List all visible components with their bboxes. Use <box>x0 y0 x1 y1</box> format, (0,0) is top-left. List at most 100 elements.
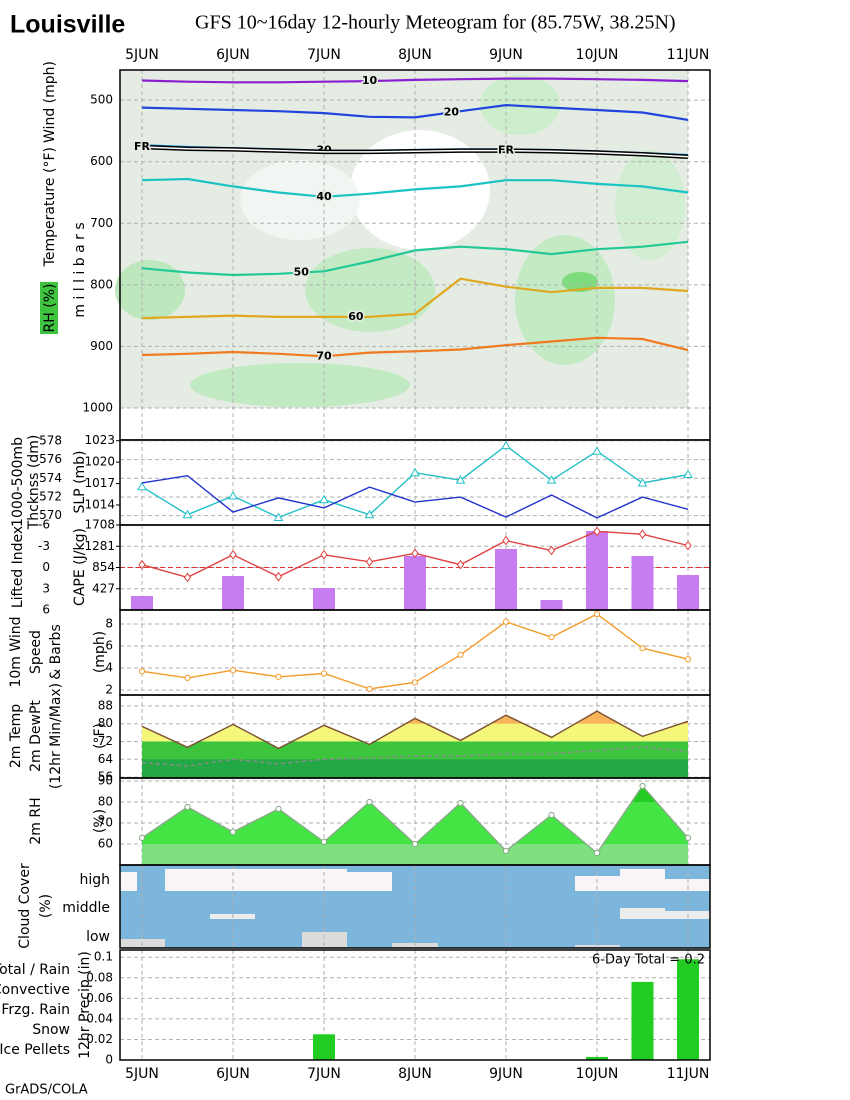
marker <box>366 798 373 806</box>
bar <box>313 588 335 610</box>
marker <box>275 673 282 680</box>
y-tick-label: 576 <box>39 452 62 466</box>
marker <box>411 548 419 559</box>
bar <box>404 556 426 610</box>
marker <box>638 529 647 540</box>
bar <box>677 575 699 610</box>
contour-label: FR <box>498 144 515 157</box>
line <box>141 474 689 519</box>
y-tick-label: 500 <box>90 93 113 107</box>
x-tick-label-bottom: 8JUN <box>398 1066 432 1082</box>
y-tick-label: 0 <box>105 1053 113 1067</box>
axis-label: (°F) <box>92 723 108 749</box>
axis-label: Thcknss (dm) <box>26 435 42 531</box>
marker <box>184 674 191 682</box>
marker <box>229 667 237 674</box>
marker <box>593 526 601 537</box>
y-tick-label: 64 <box>98 752 113 766</box>
line <box>141 240 689 277</box>
y-tick-label: 800 <box>90 277 113 291</box>
row-label: middle <box>62 900 110 916</box>
panel: 60 70 80 90 2m RH (%) <box>28 773 711 866</box>
axis-label: & Barbs <box>48 624 64 680</box>
x-tick-label-bottom: 7JUN <box>307 1066 341 1082</box>
panel: Cloud Cover (%) high middle low <box>17 863 711 949</box>
axis-label: (°F) <box>42 147 58 173</box>
marker <box>684 834 692 841</box>
y2-tick-label: 854 <box>92 560 115 574</box>
y-tick-label: 6 <box>105 639 113 653</box>
x-tick-label-top: 9JUN <box>489 47 523 63</box>
marker <box>501 440 511 450</box>
y2-tick-label: 1020 <box>84 455 115 469</box>
x-tick-label-bottom: 6JUN <box>216 1066 250 1082</box>
bar <box>631 981 654 1060</box>
marker <box>364 509 375 519</box>
marker <box>639 782 646 790</box>
y-tick-label: 3 <box>42 581 50 595</box>
y-tick-label: 90 <box>98 773 113 787</box>
y-tick-label: 8 <box>105 616 113 630</box>
marker <box>410 467 420 477</box>
axis-label: 10m Wind <box>8 616 24 687</box>
axis-label: Wind (mph) <box>42 61 58 143</box>
marker <box>274 571 283 582</box>
marker <box>502 847 510 855</box>
axis-label: RH (%) <box>42 284 58 333</box>
annotation: 6-Day Total = 0.2 <box>592 953 705 968</box>
y-tick-label: 60 <box>98 836 113 850</box>
marker <box>502 618 510 625</box>
bar <box>131 596 153 610</box>
axis-label: Cloud Cover <box>17 863 33 949</box>
axis-label: 2m DewPt <box>28 700 44 772</box>
bar <box>586 1056 608 1060</box>
axis-label: SLP (mb) <box>72 450 88 513</box>
marker <box>229 828 237 836</box>
marker <box>684 656 692 663</box>
marker <box>457 651 464 658</box>
contour-label: 20 <box>444 105 460 118</box>
y2-tick-label: 427 <box>92 581 115 595</box>
y-tick-label: 0.06 <box>86 991 113 1005</box>
x-tick-label-top: 8JUN <box>398 47 432 63</box>
line <box>141 177 689 198</box>
contour-label: 50 <box>294 266 310 279</box>
line <box>141 277 689 320</box>
legend-entry: Ice Pellets <box>0 1042 70 1058</box>
line-inner <box>141 146 689 158</box>
marker <box>592 446 602 455</box>
axis-label: m i l l i b a r s <box>72 222 88 317</box>
marker <box>229 549 237 560</box>
marker <box>502 535 510 546</box>
y-tick-label: 0 <box>42 560 50 574</box>
y-tick-label: 572 <box>39 489 62 503</box>
axis-label: 12hr Precip (in) <box>77 951 93 1059</box>
line <box>141 103 689 121</box>
axis-label: (%) <box>92 809 108 833</box>
y2-tick-label: 1017 <box>84 476 115 490</box>
marker <box>457 799 464 807</box>
y2-tick-label: 1014 <box>84 498 115 512</box>
panel-frame <box>119 864 711 949</box>
y-tick-label: -6 <box>38 518 50 532</box>
panel: 2 4 6 8 10m Wind Speed & Barbs (mph) <box>8 609 711 697</box>
y-tick-label: 72 <box>98 734 113 748</box>
marker <box>273 512 284 522</box>
axis-label: Lifted Index <box>10 526 26 608</box>
x-tick-label-bottom: 10JUN <box>576 1066 619 1082</box>
y-tick-label: 6 <box>42 603 50 617</box>
bar <box>222 576 244 610</box>
marker <box>275 805 282 812</box>
y-tick-label: -3 <box>38 539 50 553</box>
contour-label: 70 <box>316 349 332 362</box>
y-tick-label: 0.04 <box>86 1011 113 1025</box>
bar <box>586 531 608 610</box>
y-tick-label: 80 <box>98 716 113 730</box>
marker <box>366 685 373 693</box>
x-tick-label-bottom: 11JUN <box>667 1066 710 1082</box>
x-tick-label-bottom: 5JUN <box>125 1066 159 1082</box>
marker <box>320 549 328 560</box>
contour-label: FR <box>134 140 151 153</box>
panel: 570 572 574 576 578 1014 1017 1020 1023 1000-500m… <box>10 433 711 531</box>
marker <box>455 475 466 484</box>
